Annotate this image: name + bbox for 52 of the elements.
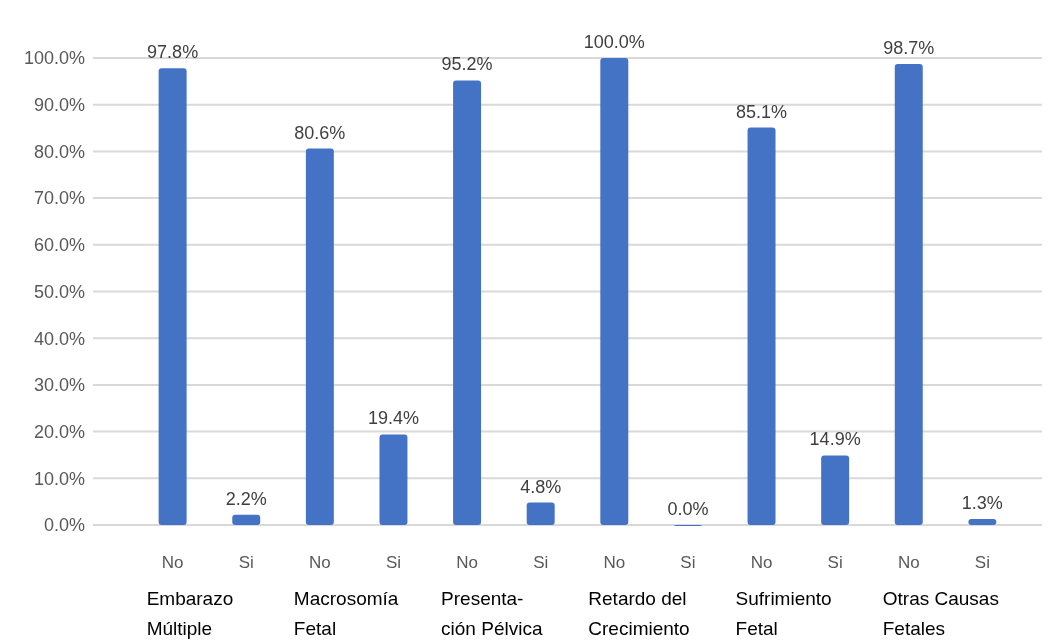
x-tick-label: No [750, 553, 773, 572]
bar [305, 148, 334, 525]
x-tick-label: Si [533, 553, 549, 572]
bar [968, 518, 997, 525]
text: Embarazo Múltiple [146, 588, 234, 639]
data-label: 14.9% [809, 429, 861, 450]
x-tick-label: No [308, 553, 331, 572]
data-label: 95.2% [441, 54, 493, 75]
y-tick-label: 50.0% [33, 281, 85, 302]
data-label: 0.0% [667, 499, 709, 519]
data-label: 19.4% [367, 408, 419, 429]
x-tick-label: Si [974, 553, 990, 572]
data-label: 97.8% [147, 42, 199, 63]
x-tick-label: No [161, 553, 184, 572]
y-tick-label: 60.0% [33, 235, 85, 256]
data-label: 80.6% [294, 122, 346, 143]
bar [453, 80, 482, 525]
y-tick-label: 90.0% [33, 95, 85, 115]
bar [158, 68, 187, 525]
bar [526, 502, 555, 525]
y-tick-label: 40.0% [33, 328, 85, 349]
x-tick-label: Si [238, 553, 254, 572]
data-label: 98.7% [883, 38, 935, 59]
y-tick-label: 70.0% [33, 188, 85, 209]
x-tick-label: No [603, 553, 626, 572]
text: Retardo del Crecimiento [588, 588, 690, 639]
bar [894, 64, 923, 525]
x-tick-label: Si [680, 553, 696, 572]
y-tick-label: 0.0% [43, 515, 85, 536]
data-label: 4.8% [520, 476, 562, 497]
bar [747, 127, 776, 525]
bar [821, 455, 850, 525]
y-tick-label: 20.0% [33, 421, 85, 442]
y-tick-label: 100.0% [23, 48, 85, 69]
text: Presenta- ción Pélvica [441, 588, 543, 639]
data-label: 100.0% [583, 32, 645, 52]
y-tick-label: 30.0% [33, 375, 85, 396]
data-label: 1.3% [961, 492, 1003, 513]
text: Macrosomía Fetal [293, 588, 399, 639]
x-tick-label: No [897, 553, 920, 572]
x-tick-label: No [456, 553, 478, 572]
bar [379, 434, 408, 525]
y-tick-label: 10.0% [33, 468, 85, 489]
x-tick-label: Si [385, 553, 402, 572]
bar [600, 58, 629, 525]
y-tick-label: 80.0% [33, 141, 85, 162]
text: Sufrimiento Fetal [735, 588, 832, 639]
data-label: 2.2% [225, 488, 267, 509]
text: Otras Causas Fetales [882, 588, 999, 639]
data-label: 85.1% [736, 101, 788, 122]
x-tick-label: Si [827, 553, 843, 572]
bar [232, 514, 261, 525]
